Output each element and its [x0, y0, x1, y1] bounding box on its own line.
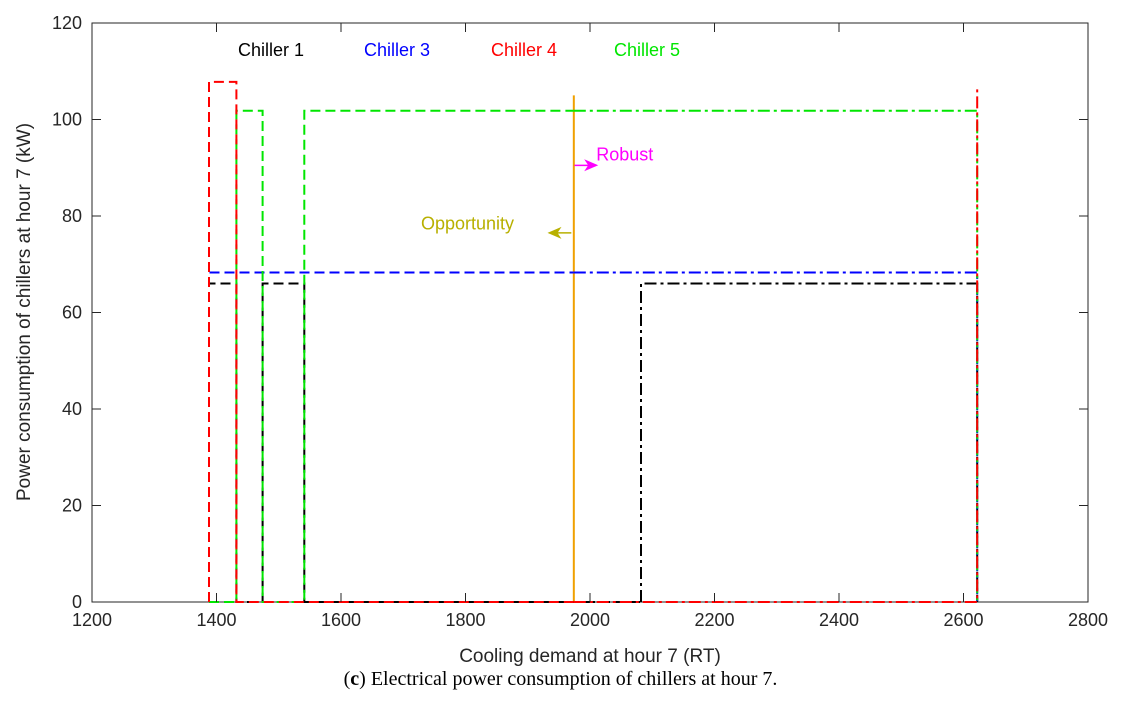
legend-chiller-3: Chiller 3 — [364, 40, 430, 60]
x-tick-label: 2200 — [694, 610, 734, 630]
chiller-4-dashdot-line — [573, 85, 979, 603]
y-tick-label: 40 — [62, 399, 82, 419]
y-tick-label: 100 — [52, 110, 82, 130]
y-tick-label: 60 — [62, 303, 82, 323]
legend-chiller-1: Chiller 1 — [238, 40, 304, 60]
x-tick-label: 2000 — [570, 610, 610, 630]
figure-caption: (c) Electrical power consumption of chil… — [0, 668, 1121, 691]
robust-arrow-head — [584, 159, 599, 172]
x-tick-label: 1800 — [445, 610, 485, 630]
y-tick-label: 120 — [52, 13, 82, 33]
x-tick-label: 1200 — [72, 610, 112, 630]
caption-open: ( — [343, 668, 351, 690]
x-tick-label: 2400 — [819, 610, 859, 630]
x-axis-label: Cooling demand at hour 7 (RT) — [459, 646, 721, 667]
legend-chiller-5: Chiller 5 — [614, 40, 680, 60]
robust-annotation-label: Robust — [596, 145, 653, 165]
opportunity-arrow-head — [547, 226, 562, 239]
chiller-5-dashdot-line — [573, 109, 979, 602]
x-tick-label: 1600 — [321, 610, 361, 630]
y-tick-label: 80 — [62, 206, 82, 226]
x-tick-label: 2800 — [1068, 610, 1108, 630]
plot-area — [91, 22, 1089, 603]
chiller-5-dashed-line — [209, 109, 574, 603]
caption-text: ) Electrical power consumption of chille… — [359, 668, 778, 690]
caption-letter: c — [350, 668, 360, 690]
y-tick-label: 20 — [62, 496, 82, 516]
x-tick-label: 2600 — [943, 610, 983, 630]
chiller-4-dashed-line — [208, 80, 574, 603]
legend-chiller-4: Chiller 4 — [491, 40, 557, 60]
y-tick-label: 0 — [72, 592, 82, 612]
opportunity-annotation-label: Opportunity — [421, 214, 514, 234]
x-tick-label: 1400 — [196, 610, 236, 630]
y-axis-label: Power consumption of chillers at hour 7 … — [14, 123, 35, 501]
